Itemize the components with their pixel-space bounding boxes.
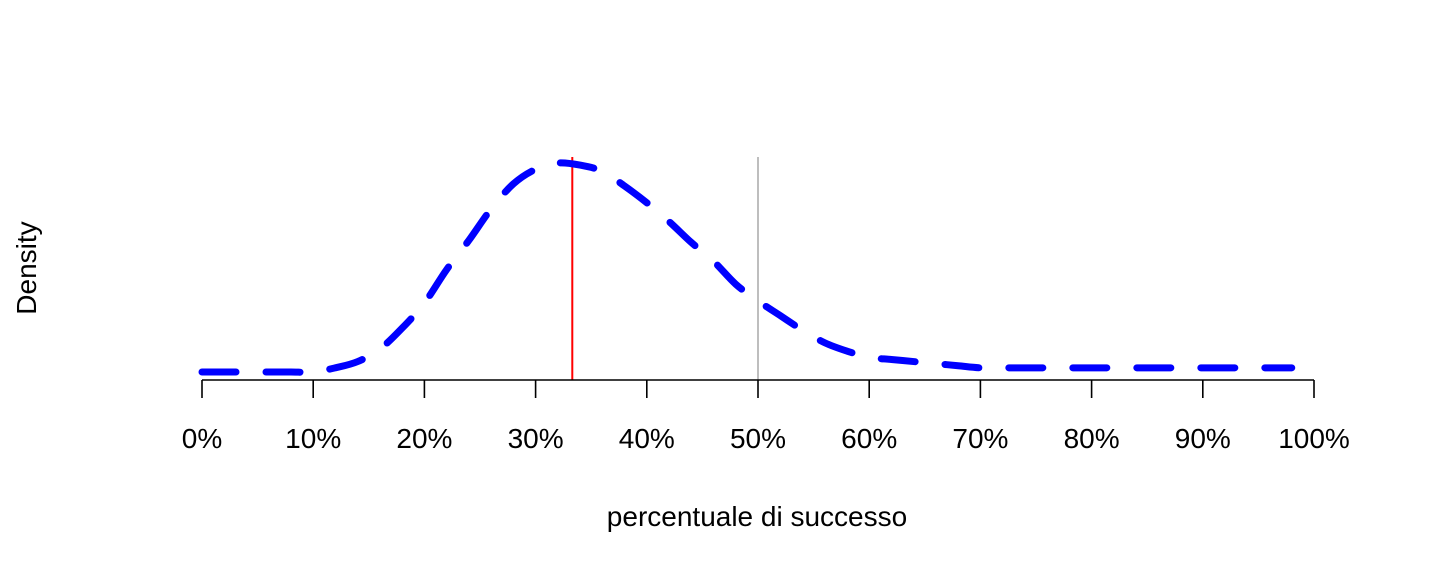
density-line-1 (198, 159, 1296, 376)
reference-lines (571, 157, 759, 380)
x-tick-label: 40% (619, 423, 675, 454)
x-axis-title: percentuale di successo (607, 501, 907, 532)
x-tick-label: 10% (285, 423, 341, 454)
x-tick-label: 70% (952, 423, 1008, 454)
x-tick-label: 50% (730, 423, 786, 454)
x-tick-label: 20% (396, 423, 452, 454)
y-axis-title: Density (11, 221, 42, 314)
x-axis: 0% 10% 20% 30% 40% 50% 60% 70% 80% 90% 100% (182, 379, 1350, 454)
x-tick-label: 80% (1064, 423, 1120, 454)
x-tick-label: 30% (508, 423, 564, 454)
x-tick-label: 90% (1175, 423, 1231, 454)
x-tick-label: 0% (182, 423, 222, 454)
density-curve (198, 159, 1296, 376)
x-tick-label: 60% (841, 423, 897, 454)
x-tick-label: 100% (1278, 423, 1350, 454)
